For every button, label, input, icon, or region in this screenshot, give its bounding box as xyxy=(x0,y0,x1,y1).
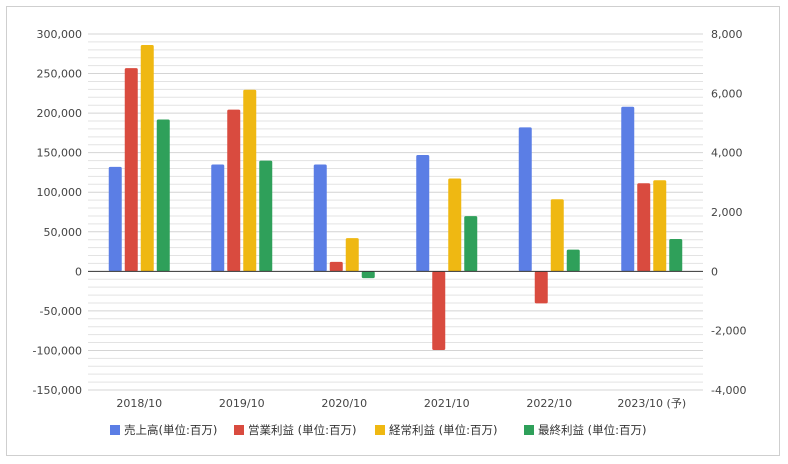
bar-2-2 xyxy=(227,109,241,272)
bar-4-4 xyxy=(464,216,478,272)
legend-swatch xyxy=(375,425,385,435)
bar-3-1 xyxy=(140,44,154,272)
left-tick-label: 300,000 xyxy=(37,28,83,41)
legend-item-3[interactable]: 経常利益 (単位:百万) xyxy=(375,423,498,437)
x-axis: 2018/10 2019/10 2020/10 2021/10 2022/10 2023/… xyxy=(116,397,686,410)
legend-label: 最終利益 (単位:百万) xyxy=(538,423,647,437)
legend: 売上高(単位:百万) 営業利益 (単位:百万) 経常利益 (単位:百万) 最終利益 (… xyxy=(110,423,647,437)
left-tick-label: 150,000 xyxy=(37,147,83,160)
legend-label: 売上高(単位:百万) xyxy=(124,423,217,437)
bar-3-4 xyxy=(448,178,462,272)
bar-2-3 xyxy=(329,261,343,272)
left-tick-label: 50,000 xyxy=(44,226,83,239)
bar-1-3 xyxy=(313,164,327,272)
bar-2-5 xyxy=(534,271,548,304)
x-tick-label: 2023/10 (予) xyxy=(617,397,686,410)
bar-2-4 xyxy=(432,271,446,350)
legend-item-4[interactable]: 最終利益 (単位:百万) xyxy=(524,423,647,437)
left-axis: 300,000 250,000 200,000 150,000 100,000 50,00… xyxy=(33,28,82,397)
x-tick-label: 2021/10 xyxy=(424,397,470,410)
x-tick-label: 2019/10 xyxy=(219,397,265,410)
bar-4-2 xyxy=(259,160,273,272)
legend-swatch xyxy=(234,425,244,435)
bar-4-6 xyxy=(669,238,683,272)
left-tick-label: 200,000 xyxy=(37,107,83,120)
bar-3-5 xyxy=(550,199,564,272)
bar-1-6 xyxy=(621,106,635,272)
legend-item-1[interactable]: 売上高(単位:百万) xyxy=(110,423,217,437)
bar-4-3 xyxy=(361,271,375,279)
x-tick-label: 2018/10 xyxy=(116,397,162,410)
bar-3-2 xyxy=(243,89,257,272)
legend-item-2[interactable]: 営業利益 (単位:百万) xyxy=(234,423,357,437)
left-tick-label: -150,000 xyxy=(33,384,82,397)
legend-swatch xyxy=(524,425,534,435)
bar-1-5 xyxy=(518,127,532,272)
bars-layer xyxy=(108,44,683,350)
left-tick-label: -50,000 xyxy=(40,305,82,318)
right-tick-label: -2,000 xyxy=(711,325,746,338)
left-tick-label: 250,000 xyxy=(37,68,83,81)
x-tick-label: 2022/10 xyxy=(526,397,572,410)
bar-2-6 xyxy=(637,183,651,272)
legend-swatch xyxy=(110,425,120,435)
bar-3-6 xyxy=(653,180,667,272)
bar-1-1 xyxy=(108,166,122,272)
right-tick-label: 6,000 xyxy=(711,87,743,100)
bar-1-4 xyxy=(416,155,430,272)
bar-1-2 xyxy=(211,164,225,272)
legend-label: 経常利益 (単位:百万) xyxy=(389,423,498,437)
right-axis: 8,000 6,000 4,000 2,000 0 -2,000 -4,000 xyxy=(711,28,746,397)
bar-4-1 xyxy=(156,119,170,272)
right-tick-label: 2,000 xyxy=(711,206,743,219)
bar-4-5 xyxy=(566,249,580,272)
left-tick-label: -100,000 xyxy=(33,344,82,357)
right-tick-label: 0 xyxy=(711,265,718,278)
bar-3-3 xyxy=(345,238,359,272)
left-tick-label: 0 xyxy=(75,265,82,278)
x-tick-label: 2020/10 xyxy=(321,397,367,410)
right-tick-label: -4,000 xyxy=(711,384,746,397)
right-tick-label: 8,000 xyxy=(711,28,743,41)
grid-layer xyxy=(88,33,703,391)
right-tick-label: 4,000 xyxy=(711,147,743,160)
bar-2-1 xyxy=(124,68,138,272)
legend-label: 営業利益 (単位:百万) xyxy=(248,423,357,437)
left-tick-label: 100,000 xyxy=(37,186,83,199)
